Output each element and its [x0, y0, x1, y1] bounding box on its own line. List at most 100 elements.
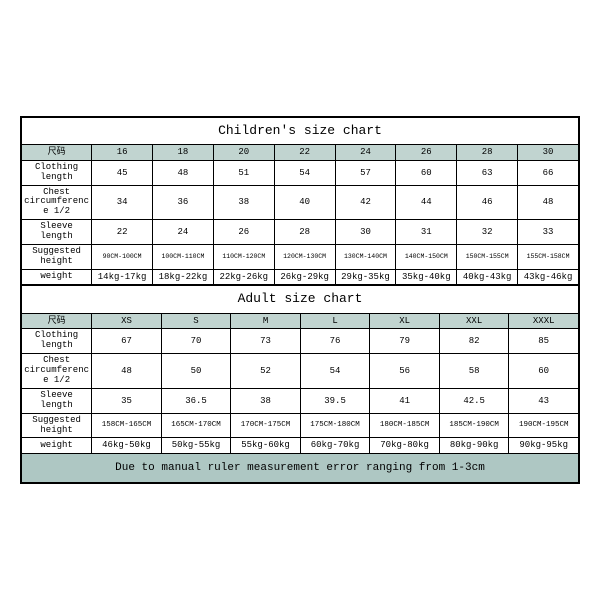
size-col: M	[231, 314, 301, 329]
cell: 18kg-22kg	[153, 269, 214, 284]
size-col: XXL	[439, 314, 509, 329]
table-row: Clothing length 45 48 51 54 57 60 63 66	[22, 160, 579, 185]
size-col: S	[161, 314, 231, 329]
cell: 60	[396, 160, 457, 185]
cell: 48	[153, 160, 214, 185]
row-label: Suggested height	[22, 245, 92, 270]
cell: 29kg-35kg	[335, 269, 396, 284]
cell: 120CM-130CM	[274, 245, 335, 270]
cell: 165CM-170CM	[161, 413, 231, 438]
cell: 60kg-70kg	[300, 438, 370, 453]
measurement-note: Due to manual ruler measurement error ra…	[22, 453, 579, 483]
size-col: L	[300, 314, 370, 329]
row-label: weight	[22, 438, 92, 453]
cell: 46	[457, 185, 518, 220]
row-label: Sleeve length	[22, 220, 92, 245]
note-row: Due to manual ruler measurement error ra…	[22, 453, 579, 483]
cell: 48	[92, 354, 162, 389]
cell: 43	[509, 388, 579, 413]
table-row: Suggested height 90CM-100CM 100CM-110CM …	[22, 245, 579, 270]
cell: 38	[213, 185, 274, 220]
cell: 41	[370, 388, 440, 413]
cell: 26kg-29kg	[274, 269, 335, 284]
cell: 57	[335, 160, 396, 185]
size-col: 18	[153, 145, 214, 160]
cell: 22	[92, 220, 153, 245]
size-col: XS	[92, 314, 162, 329]
size-col: 30	[518, 145, 579, 160]
cell: 90CM-100CM	[92, 245, 153, 270]
cell: 40kg-43kg	[457, 269, 518, 284]
adult-header-row: 尺码 XS S M L XL XXL XXXL	[22, 314, 579, 329]
table-row: Sleeve length 22 24 26 28 30 31 32 33	[22, 220, 579, 245]
cell: 51	[213, 160, 274, 185]
cell: 48	[518, 185, 579, 220]
cell: 85	[509, 329, 579, 354]
cell: 100CM-110CM	[153, 245, 214, 270]
cell: 70kg-80kg	[370, 438, 440, 453]
cell: 158CM-165CM	[92, 413, 162, 438]
cell: 110CM-120CM	[213, 245, 274, 270]
row-label: Clothing length	[22, 160, 92, 185]
cell: 66	[518, 160, 579, 185]
row-label: weight	[22, 269, 92, 284]
cell: 56	[370, 354, 440, 389]
cell: 34	[92, 185, 153, 220]
children-header-label: 尺码	[22, 145, 92, 160]
table-row: weight 14kg-17kg 18kg-22kg 22kg-26kg 26k…	[22, 269, 579, 284]
cell: 50kg-55kg	[161, 438, 231, 453]
cell: 140CM-150CM	[396, 245, 457, 270]
row-label: Sleeve length	[22, 388, 92, 413]
size-col: 26	[396, 145, 457, 160]
adult-size-table: Adult size chart 尺码 XS S M L XL XXL XXXL…	[21, 285, 579, 483]
size-col: 28	[457, 145, 518, 160]
adult-header-label: 尺码	[22, 314, 92, 329]
cell: 32	[457, 220, 518, 245]
row-label: Chest circumference 1/2	[22, 185, 92, 220]
cell: 39.5	[300, 388, 370, 413]
cell: 180CM-185CM	[370, 413, 440, 438]
cell: 175CM-180CM	[300, 413, 370, 438]
cell: 185CM-190CM	[439, 413, 509, 438]
cell: 28	[274, 220, 335, 245]
cell: 45	[92, 160, 153, 185]
size-col: XL	[370, 314, 440, 329]
cell: 150CM-155CM	[457, 245, 518, 270]
table-row: weight 46kg-50kg 50kg-55kg 55kg-60kg 60k…	[22, 438, 579, 453]
cell: 40	[274, 185, 335, 220]
table-row: Suggested height 158CM-165CM 165CM-170CM…	[22, 413, 579, 438]
adult-title-row: Adult size chart	[22, 286, 579, 314]
cell: 60	[509, 354, 579, 389]
size-col: 22	[274, 145, 335, 160]
cell: 63	[457, 160, 518, 185]
children-title: Children's size chart	[22, 117, 579, 145]
cell: 54	[300, 354, 370, 389]
cell: 14kg-17kg	[92, 269, 153, 284]
children-header-row: 尺码 16 18 20 22 24 26 28 30	[22, 145, 579, 160]
cell: 38	[231, 388, 301, 413]
cell: 55kg-60kg	[231, 438, 301, 453]
table-row: Chest circumference 1/2 34 36 38 40 42 4…	[22, 185, 579, 220]
cell: 42.5	[439, 388, 509, 413]
cell: 52	[231, 354, 301, 389]
row-label: Suggested height	[22, 413, 92, 438]
children-title-row: Children's size chart	[22, 117, 579, 145]
cell: 33	[518, 220, 579, 245]
cell: 26	[213, 220, 274, 245]
cell: 190CM-195CM	[509, 413, 579, 438]
size-col: 16	[92, 145, 153, 160]
cell: 43kg-46kg	[518, 269, 579, 284]
cell: 90kg-95kg	[509, 438, 579, 453]
cell: 79	[370, 329, 440, 354]
cell: 58	[439, 354, 509, 389]
cell: 155CM-158CM	[518, 245, 579, 270]
cell: 46kg-50kg	[92, 438, 162, 453]
cell: 22kg-26kg	[213, 269, 274, 284]
cell: 70	[161, 329, 231, 354]
cell: 170CM-175CM	[231, 413, 301, 438]
cell: 130CM-140CM	[335, 245, 396, 270]
cell: 24	[153, 220, 214, 245]
size-col: XXXL	[509, 314, 579, 329]
children-size-table: Children's size chart 尺码 16 18 20 22 24 …	[21, 117, 579, 286]
cell: 36	[153, 185, 214, 220]
